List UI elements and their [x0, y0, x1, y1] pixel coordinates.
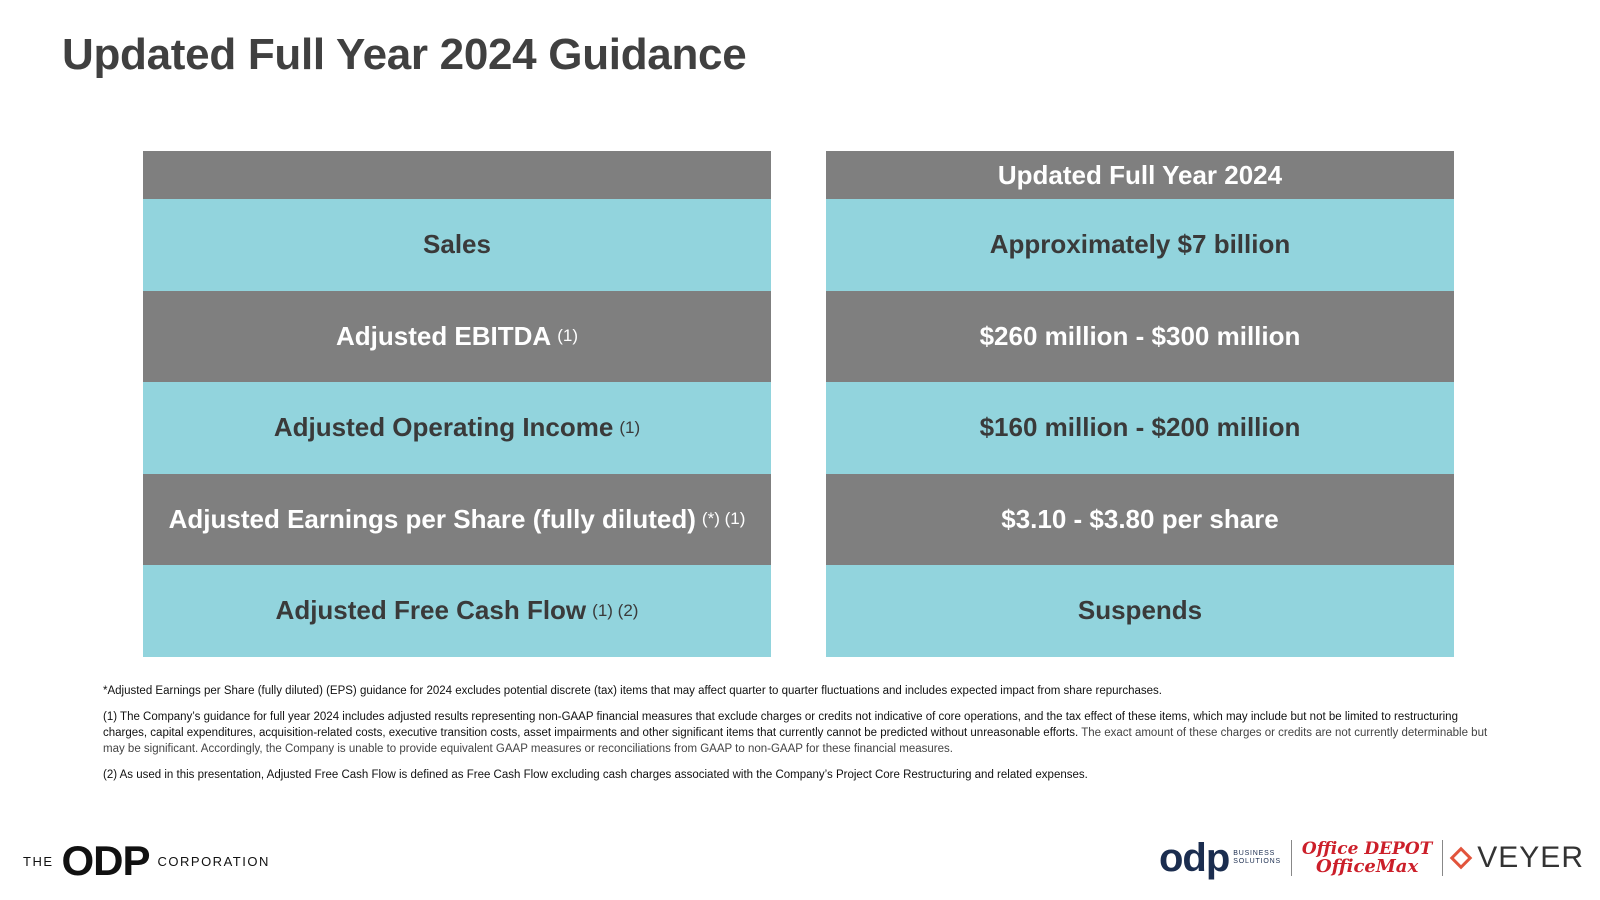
- bs-line-1: BUSINESS: [1233, 850, 1276, 857]
- guidance-value-sales: Approximately $7 billion: [826, 199, 1454, 291]
- metric-label: Adjusted Free Cash Flow: [275, 595, 587, 626]
- logo-suffix: CORPORATION: [157, 853, 270, 869]
- guidance-value-ebitda: $260 million - $300 million: [826, 290, 1454, 382]
- metric-label: Adjusted EBITDA: [335, 320, 552, 351]
- page-title: Updated Full Year 2024 Guidance: [62, 30, 747, 79]
- footnote-ref: (1) (2): [592, 600, 639, 620]
- veyer-text: VEYER: [1477, 841, 1584, 874]
- footnote-ref: (1): [557, 326, 578, 346]
- officemax-text: OfficeMax: [1316, 856, 1419, 877]
- veyer-logo: VEYER: [1449, 841, 1584, 875]
- metric-label: Sales: [423, 229, 491, 260]
- office-depot-officemax-logo: Office DEPOT OfficeMax: [1302, 840, 1432, 876]
- footnote-star: *Adjusted Earnings per Share (fully dilu…: [103, 685, 1162, 697]
- footnote-ref: (*) (1): [701, 509, 746, 529]
- logo-divider: [1290, 840, 1292, 876]
- odp-business-solutions-logo: odp: [1158, 836, 1230, 880]
- veyer-diamond-icon: [1449, 846, 1473, 870]
- odp-corporation-logo: THE ODP CORPORATION: [23, 840, 270, 882]
- logo-mark: ODP: [61, 837, 151, 884]
- office-depot-text: Office DEPOT: [1301, 839, 1433, 859]
- footnote-1-tail: The exact amount of these charges or cre…: [103, 727, 1488, 755]
- footnote-2: (2) As used in this presentation, Adjust…: [103, 769, 1088, 781]
- metrics-column: Sales Adjusted EBITDA (1) Adjusted Operat…: [143, 151, 771, 657]
- metric-label: Adjusted Earnings per Share (fully dilut…: [168, 503, 696, 534]
- business-solutions-text: BUSINESS SOLUTIONS: [1233, 850, 1281, 866]
- guidance-value-free-cash-flow: Suspends: [826, 565, 1454, 657]
- metric-row-free-cash-flow: Adjusted Free Cash Flow (1) (2): [143, 565, 771, 657]
- logo-divider: [1442, 840, 1444, 876]
- metric-row-ebitda: Adjusted EBITDA (1): [143, 290, 771, 382]
- metric-row-eps: Adjusted Earnings per Share (fully dilut…: [143, 473, 771, 565]
- bs-line-2: SOLUTIONS: [1233, 858, 1281, 865]
- logo-prefix: THE: [23, 853, 54, 869]
- guidance-header: Updated Full Year 2024: [826, 151, 1454, 199]
- guidance-value-eps: $3.10 - $3.80 per share: [826, 473, 1454, 565]
- footnote-ref: (1): [619, 417, 641, 437]
- footnote-1: (1) The Company’s guidance for full year…: [103, 709, 1503, 757]
- guidance-value-operating-income: $160 million - $200 million: [826, 382, 1454, 474]
- footnote-1-main: (1) The Company’s guidance for full year…: [103, 711, 1458, 739]
- metric-label: Adjusted Operating Income: [273, 412, 614, 443]
- brand-logos: odp BUSINESS SOLUTIONS Office DEPOT Offi…: [1159, 838, 1584, 878]
- guidance-column: Updated Full Year 2024 Approximately $7 …: [826, 151, 1454, 657]
- metric-row-operating-income: Adjusted Operating Income (1): [143, 382, 771, 474]
- metric-row-sales: Sales: [143, 199, 771, 291]
- metrics-header: [143, 151, 771, 199]
- footnotes: *Adjusted Earnings per Share (fully dilu…: [103, 683, 1503, 793]
